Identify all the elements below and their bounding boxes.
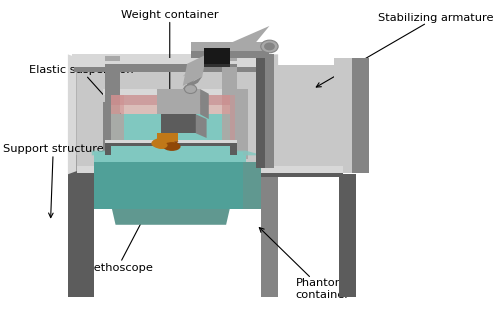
Polygon shape bbox=[111, 206, 230, 225]
Polygon shape bbox=[192, 51, 270, 57]
Polygon shape bbox=[102, 89, 230, 95]
Polygon shape bbox=[222, 139, 237, 155]
Polygon shape bbox=[334, 57, 352, 173]
Polygon shape bbox=[230, 89, 248, 158]
Polygon shape bbox=[261, 54, 278, 174]
Polygon shape bbox=[94, 152, 244, 162]
Polygon shape bbox=[156, 141, 178, 147]
Polygon shape bbox=[111, 95, 230, 105]
Polygon shape bbox=[156, 89, 209, 94]
Polygon shape bbox=[261, 57, 278, 155]
Polygon shape bbox=[102, 155, 230, 158]
Polygon shape bbox=[111, 105, 230, 114]
Polygon shape bbox=[222, 61, 237, 76]
Polygon shape bbox=[196, 114, 206, 138]
Polygon shape bbox=[76, 57, 94, 174]
Polygon shape bbox=[100, 95, 120, 102]
Ellipse shape bbox=[184, 85, 196, 94]
Polygon shape bbox=[222, 135, 237, 139]
Polygon shape bbox=[104, 64, 120, 139]
Polygon shape bbox=[92, 151, 263, 155]
Ellipse shape bbox=[154, 142, 168, 149]
Polygon shape bbox=[222, 64, 237, 139]
Text: Phantom
container: Phantom container bbox=[260, 228, 350, 300]
Polygon shape bbox=[222, 95, 235, 139]
Polygon shape bbox=[156, 89, 200, 114]
Text: Weight container: Weight container bbox=[121, 10, 218, 98]
Polygon shape bbox=[156, 133, 178, 141]
Polygon shape bbox=[104, 61, 237, 64]
Polygon shape bbox=[187, 57, 209, 87]
Text: Support structure: Support structure bbox=[3, 144, 103, 217]
Polygon shape bbox=[83, 65, 345, 171]
Polygon shape bbox=[76, 174, 94, 297]
Polygon shape bbox=[204, 48, 231, 64]
Polygon shape bbox=[180, 76, 203, 92]
Polygon shape bbox=[76, 173, 343, 178]
Polygon shape bbox=[265, 54, 274, 168]
Polygon shape bbox=[68, 155, 85, 297]
Ellipse shape bbox=[152, 138, 175, 149]
Ellipse shape bbox=[261, 40, 278, 53]
Polygon shape bbox=[104, 135, 120, 139]
Polygon shape bbox=[104, 139, 120, 155]
Polygon shape bbox=[111, 114, 230, 155]
Polygon shape bbox=[200, 89, 209, 119]
Polygon shape bbox=[192, 42, 270, 51]
Polygon shape bbox=[74, 57, 270, 67]
Polygon shape bbox=[104, 56, 120, 61]
Polygon shape bbox=[183, 26, 270, 76]
Polygon shape bbox=[339, 174, 356, 297]
Polygon shape bbox=[72, 54, 270, 64]
Polygon shape bbox=[68, 57, 85, 155]
Polygon shape bbox=[183, 54, 206, 86]
Polygon shape bbox=[72, 64, 270, 70]
Polygon shape bbox=[111, 95, 124, 139]
Polygon shape bbox=[244, 162, 261, 209]
Polygon shape bbox=[352, 57, 369, 173]
Polygon shape bbox=[94, 155, 246, 162]
Polygon shape bbox=[104, 61, 120, 76]
Polygon shape bbox=[94, 162, 244, 209]
Polygon shape bbox=[111, 155, 230, 206]
Polygon shape bbox=[104, 139, 237, 143]
Polygon shape bbox=[68, 54, 76, 174]
Polygon shape bbox=[104, 143, 237, 146]
Polygon shape bbox=[261, 155, 278, 297]
Polygon shape bbox=[74, 67, 270, 72]
Text: Stethoscope: Stethoscope bbox=[82, 184, 162, 273]
Text: Stabilizing armature: Stabilizing armature bbox=[316, 13, 494, 87]
Text: Elastic suspension: Elastic suspension bbox=[29, 65, 134, 127]
Ellipse shape bbox=[164, 142, 180, 151]
Polygon shape bbox=[76, 166, 343, 173]
Polygon shape bbox=[102, 89, 120, 158]
Polygon shape bbox=[222, 56, 237, 61]
Polygon shape bbox=[104, 64, 237, 67]
Polygon shape bbox=[256, 54, 265, 168]
Polygon shape bbox=[94, 162, 244, 171]
Ellipse shape bbox=[264, 42, 275, 50]
Polygon shape bbox=[161, 114, 196, 133]
Polygon shape bbox=[204, 64, 231, 67]
